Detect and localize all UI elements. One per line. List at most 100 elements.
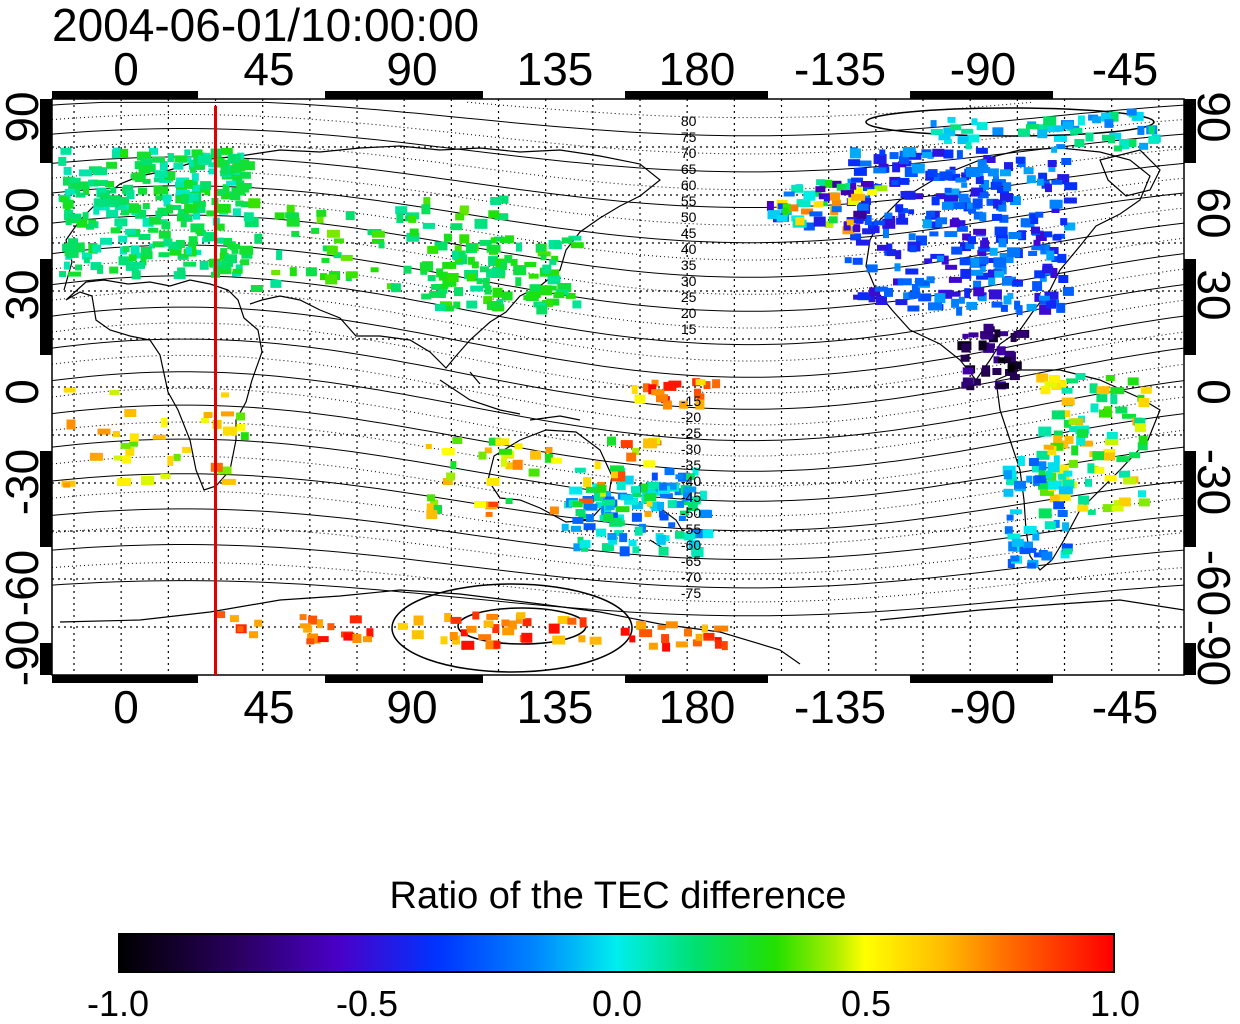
tec-cell (1014, 480, 1026, 489)
tec-cell (82, 252, 92, 260)
mag-lat-label: 35 (681, 257, 697, 273)
mag-lat-label: 20 (681, 305, 697, 321)
tec-cell (1048, 375, 1060, 383)
tec-cell (190, 223, 205, 233)
tec-cell (1058, 275, 1069, 283)
tec-cell (1039, 489, 1054, 496)
mag-lat-label: -45 (681, 489, 701, 505)
tec-cell (169, 249, 182, 256)
tec-cell (327, 623, 335, 631)
tec-cell (486, 244, 501, 253)
tec-cell (955, 177, 967, 183)
tec-cell (561, 237, 573, 244)
tec-cell (204, 189, 211, 196)
tec-cell (241, 201, 250, 208)
tec-cell (944, 231, 958, 238)
tec-cell (111, 149, 120, 159)
tec-cell (900, 191, 912, 198)
tec-cell (1053, 135, 1067, 142)
tec-cell (962, 367, 974, 375)
tec-cell (1123, 477, 1137, 485)
tec-cell (1071, 445, 1079, 456)
tec-cell (895, 299, 908, 306)
tec-cell (1105, 438, 1119, 446)
tec-cell (853, 224, 861, 233)
mag-contour (51, 526, 1185, 575)
tec-cell (1008, 232, 1022, 239)
tec-cell (206, 210, 218, 217)
tec-cell (659, 513, 669, 521)
tec-cell (646, 498, 653, 507)
tec-cell (110, 227, 121, 234)
tec-cell (876, 296, 887, 305)
tec-cell (195, 229, 202, 235)
tec-cell (248, 198, 261, 209)
tec-cell (1017, 456, 1025, 466)
coast-australia (487, 429, 613, 523)
tec-cell (1020, 218, 1031, 228)
tec-cell (1010, 555, 1020, 562)
tec-cell (1061, 387, 1073, 394)
tec-cell (1038, 508, 1052, 519)
tec-cell (948, 173, 961, 181)
tec-cell (873, 154, 887, 165)
mag-contour (51, 371, 1185, 442)
tec-cell (570, 242, 584, 249)
tec-cell (483, 296, 493, 305)
tec-cell (467, 256, 475, 265)
mag-lat-label: 45 (681, 225, 697, 241)
tec-cell (714, 625, 729, 632)
tec-cell (88, 219, 97, 227)
tec-cell (149, 147, 158, 155)
tec-cell (550, 457, 562, 464)
tec-cell (675, 474, 684, 480)
tec-cell (149, 243, 155, 249)
tec-cell (1043, 444, 1054, 450)
tec-cell (122, 246, 130, 253)
tec-cell (990, 181, 1002, 190)
tec-cell (828, 192, 840, 201)
tec-cell (1139, 142, 1149, 150)
tec-cell (1047, 480, 1062, 490)
bottom-tick-label: 180 (658, 681, 736, 733)
tec-cell (989, 247, 998, 256)
tec-cell (1092, 116, 1102, 124)
tec-cell (640, 483, 648, 493)
tec-cell (1026, 303, 1037, 311)
tec-cell (692, 467, 699, 476)
tec-cell (907, 305, 920, 312)
tec-cell (931, 196, 940, 206)
tec-cell (184, 203, 198, 214)
tec-cell (1038, 295, 1050, 301)
tec-cell (459, 207, 469, 216)
tec-cell (285, 212, 299, 219)
mag-contour (51, 562, 1185, 603)
tec-cell (316, 209, 327, 217)
tec-cell (873, 220, 885, 226)
tec-cell (1036, 373, 1049, 383)
tec-cell (964, 288, 971, 299)
tec-cell (117, 148, 129, 158)
tec-cell (1037, 461, 1047, 471)
mag-lat-label: -20 (681, 409, 701, 425)
tec-cell (240, 259, 250, 266)
tec-cell (929, 231, 939, 237)
top-tick-label: 180 (658, 43, 736, 95)
tec-cell (152, 241, 165, 248)
tec-cell (83, 257, 90, 264)
tec-cell (616, 481, 626, 491)
mag-contour (51, 101, 1185, 137)
tec-cell (325, 274, 338, 285)
tec-cell (845, 183, 853, 190)
tec-cell (1148, 135, 1160, 144)
tec-cell (599, 490, 606, 497)
tec-cell (476, 278, 483, 285)
tec-cell (1040, 386, 1051, 395)
tec-cell (138, 187, 147, 195)
tec-cell (249, 631, 258, 639)
tec-cell (178, 208, 188, 217)
tec-cell (619, 546, 630, 557)
tec-cell (192, 200, 206, 207)
tec-cell (460, 629, 468, 637)
